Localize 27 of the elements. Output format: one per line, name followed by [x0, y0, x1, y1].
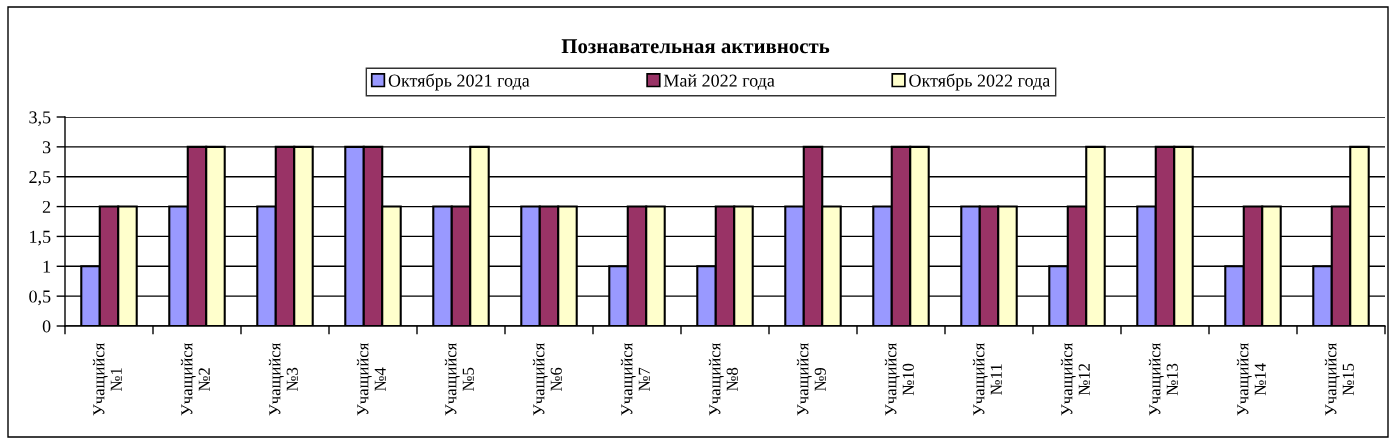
x-tick-label: Учащийся №5 — [444, 342, 474, 416]
x-tick-label: Учащийся №10 — [884, 342, 914, 416]
y-tick-label: 2,5 — [29, 171, 51, 186]
x-tick-label: Учащийся №15 — [1324, 342, 1354, 416]
x-tick-label: Учащийся №2 — [180, 342, 210, 416]
y-tick-label: 0,5 — [29, 290, 51, 306]
y-tick-label: 2 — [42, 200, 51, 213]
y-tick-label: 3,5 — [29, 111, 51, 127]
x-tick-label: Учащийся №7 — [620, 342, 650, 416]
legend-label: Октябрь 2021 года — [388, 73, 530, 91]
chart-title: Познавательная активность — [561, 39, 830, 54]
x-tick-label: Учащийся №14 — [1236, 342, 1266, 416]
x-tick-label: Учащийся №8 — [708, 342, 738, 416]
x-tick-label: Учащийся №12 — [1060, 342, 1090, 416]
x-tick-label: Учащийся №13 — [1148, 342, 1178, 416]
y-tick-label: 0 — [42, 320, 51, 333]
x-tick-label: Учащийся №4 — [356, 342, 386, 416]
x-tick-label: Учащийся №9 — [796, 342, 826, 416]
legend-label: Май 2022 года — [663, 74, 775, 91]
y-tick-label: 1 — [43, 260, 51, 273]
x-tick-label: Учащийся №1 — [92, 342, 122, 416]
x-tick-label: Учащийся №6 — [532, 342, 562, 416]
x-tick-label: Учащийся №11 — [972, 342, 1002, 416]
legend-label: Октябрь 2022 года — [909, 73, 1051, 91]
y-tick-label: 1,5 — [30, 230, 51, 246]
x-tick-label: Учащийся №3 — [268, 342, 298, 416]
y-tick-label: 3 — [42, 141, 51, 154]
